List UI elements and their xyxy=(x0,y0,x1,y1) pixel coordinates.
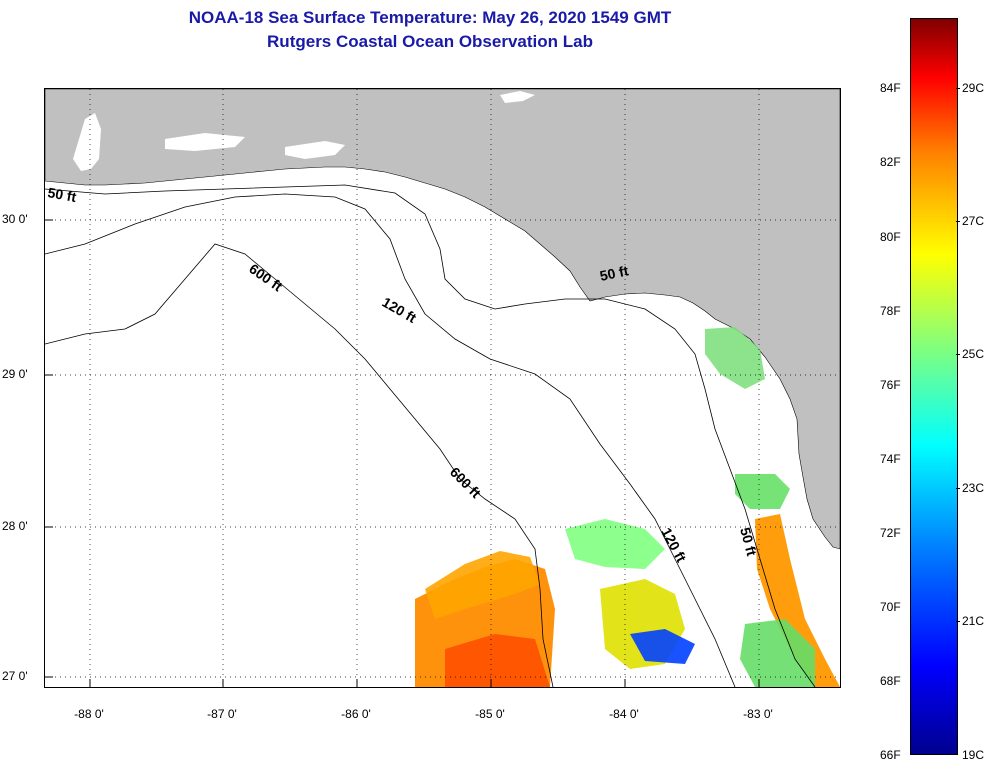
cb-c-27: 27C xyxy=(962,214,985,228)
edge-ticks xyxy=(45,219,760,687)
lon-label-88: -88 0' xyxy=(74,707,104,721)
bay-choctaw xyxy=(165,133,245,151)
bay-apalachee xyxy=(435,259,565,304)
bay-pensacola xyxy=(73,113,101,171)
lon-label-87: -87 0' xyxy=(207,707,237,721)
cb-f-66: 66F xyxy=(880,748,901,762)
contour-600ft xyxy=(45,243,554,687)
contour-label-600ft-south: 600 ft xyxy=(447,464,484,501)
sst-patch-coast-orange xyxy=(755,514,840,687)
lon-label-85: -85 0' xyxy=(475,707,505,721)
sst-patch-bigbend-green xyxy=(705,327,765,389)
map-canvas: 50 ft 600 ft 120 ft 50 ft 600 ft 120 ft … xyxy=(45,89,840,687)
lat-label-30: 30 0' xyxy=(2,212,28,226)
map-subtitle: Rutgers Coastal Ocean Observation Lab xyxy=(267,32,593,51)
cb-f-78: 78F xyxy=(880,304,901,318)
lon-label-84: -84 0' xyxy=(609,707,639,721)
lat-label-29: 29 0' xyxy=(2,367,28,381)
lat-label-27: 27 0' xyxy=(2,669,28,683)
sst-patch-coast-green xyxy=(735,474,790,509)
cb-tick-23 xyxy=(956,488,960,489)
cb-c-29: 29C xyxy=(962,81,985,95)
cb-c-25: 25C xyxy=(962,347,985,361)
contour-120ft xyxy=(45,193,736,687)
cb-tick-25 xyxy=(956,354,960,355)
cb-f-68: 68F xyxy=(880,674,901,688)
cb-c-21: 21C xyxy=(962,614,985,628)
bay-st-andrews xyxy=(285,141,345,159)
cb-tick-27 xyxy=(956,221,960,222)
contour-label-50ft-east: 50 ft xyxy=(598,262,630,284)
cb-f-80: 80F xyxy=(880,230,901,244)
lat-label-28: 28 0' xyxy=(2,519,28,533)
cb-c-19: 19C xyxy=(962,748,985,762)
cb-tick-21 xyxy=(956,621,960,622)
sst-patch-blue xyxy=(630,629,695,664)
sst-patch-red xyxy=(445,634,550,687)
contour-label-50ft-west: 50 ft xyxy=(46,184,77,205)
sst-patch-green-mid xyxy=(565,519,665,569)
map-title: NOAA-18 Sea Surface Temperature: May 26,… xyxy=(188,8,672,27)
cb-f-74: 74F xyxy=(880,452,901,466)
lake xyxy=(500,91,535,103)
cb-tick-29 xyxy=(956,88,960,89)
cb-f-76: 76F xyxy=(880,378,901,392)
lon-label-83: -83 0' xyxy=(743,707,773,721)
contour-label-120ft-north: 120 ft xyxy=(380,294,420,326)
lon-label-86: -86 0' xyxy=(341,707,371,721)
contour-label-50ft-south: 50 ft xyxy=(737,526,760,558)
cb-f-70: 70F xyxy=(880,600,901,614)
contour-label-600ft-north: 600 ft xyxy=(246,260,285,294)
contour-label-120ft-south: 120 ft xyxy=(658,525,689,565)
cb-f-72: 72F xyxy=(880,526,901,540)
land-florida xyxy=(45,89,840,550)
cb-f-82: 82F xyxy=(880,155,901,169)
contour-50ft xyxy=(45,184,816,687)
sst-patch-orange xyxy=(425,551,540,619)
cb-c-23: 23C xyxy=(962,481,985,495)
temperature-colorbar xyxy=(910,18,958,755)
cb-f-84: 84F xyxy=(880,81,901,95)
sst-map: 50 ft 600 ft 120 ft 50 ft 600 ft 120 ft … xyxy=(44,88,841,688)
